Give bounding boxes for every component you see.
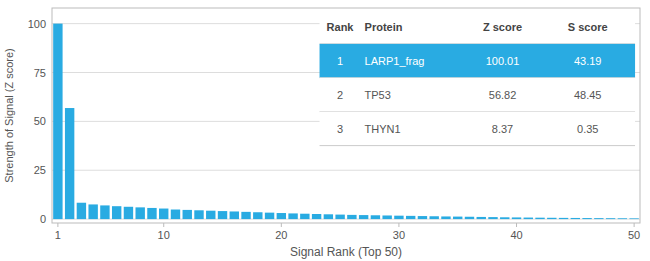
y-tick-label: 25 xyxy=(34,164,46,176)
x-tick-label: 30 xyxy=(393,229,405,241)
bar xyxy=(147,208,156,219)
table-cell: 3 xyxy=(337,123,343,135)
grid-line xyxy=(52,170,640,171)
table-cell: 100.01 xyxy=(486,55,520,67)
bar xyxy=(124,207,133,219)
bar xyxy=(406,216,415,219)
x-tick xyxy=(634,223,635,227)
bar xyxy=(488,217,497,219)
bar xyxy=(559,218,568,219)
bar xyxy=(159,209,168,220)
bar xyxy=(218,211,227,219)
bar xyxy=(524,218,533,220)
x-tick xyxy=(57,223,58,227)
x-tick-label: 1 xyxy=(55,229,61,241)
bar xyxy=(65,108,74,219)
y-tick-label: 0 xyxy=(40,213,46,225)
x-tick-label: 10 xyxy=(158,229,170,241)
x-tick-label: 20 xyxy=(275,229,287,241)
bar xyxy=(324,214,333,219)
bar xyxy=(606,218,615,220)
x-tick xyxy=(516,223,517,227)
bar xyxy=(535,218,544,219)
bar xyxy=(300,214,309,219)
table-row-bg xyxy=(320,78,636,112)
bar xyxy=(183,210,192,219)
table-cell: Rank xyxy=(327,21,355,33)
chart: 0 25 50 75 100 1 10 20 30 40 50 Signal Rank (Top 50… xyxy=(0,0,650,261)
bar xyxy=(100,205,109,219)
bar xyxy=(618,218,627,220)
table-cell: LARP1_frag xyxy=(365,55,425,67)
grid xyxy=(52,24,640,219)
table-cell: S score xyxy=(568,21,608,33)
bar xyxy=(88,204,97,219)
bars xyxy=(53,24,639,219)
table-cell: 8.37 xyxy=(492,123,513,135)
table-cell: Protein xyxy=(365,21,403,33)
table: Rank Protein Z score S score 1 LARP1_frag 100.… xyxy=(320,10,636,146)
bar xyxy=(547,218,556,219)
bar xyxy=(194,210,203,219)
bar xyxy=(629,218,638,220)
table-cell: 1 xyxy=(337,55,343,67)
bar xyxy=(347,215,356,219)
table-row-bg xyxy=(320,44,636,78)
bar xyxy=(359,215,368,219)
bar xyxy=(418,216,427,219)
bar xyxy=(594,218,603,220)
x-tick-label: 50 xyxy=(628,229,640,241)
table-cell: 2 xyxy=(337,89,343,101)
table-separator xyxy=(320,145,636,146)
table-cell: 56.82 xyxy=(489,89,517,101)
bar xyxy=(394,216,403,219)
y-tick-label: 50 xyxy=(34,115,46,127)
table-row-bg xyxy=(320,112,636,146)
y-axis-label: Strength of Signal (Z score) xyxy=(3,48,15,183)
table-row-bg xyxy=(320,10,636,44)
table-cell: TP53 xyxy=(365,89,391,101)
bar xyxy=(241,212,250,219)
y-tick-label: 100 xyxy=(28,18,46,30)
table-cell: Z score xyxy=(483,21,522,33)
bar xyxy=(582,218,591,219)
table-cell: THYN1 xyxy=(365,123,401,135)
bar xyxy=(135,207,144,219)
bar xyxy=(230,211,239,219)
bar xyxy=(571,218,580,219)
bar xyxy=(512,217,521,219)
bar xyxy=(335,215,344,219)
bar xyxy=(500,217,509,219)
bar xyxy=(477,217,486,219)
bar xyxy=(265,213,274,219)
x-axis-label: Signal Rank (Top 50) xyxy=(290,245,402,259)
bar xyxy=(77,203,86,219)
bar xyxy=(371,215,380,219)
bar xyxy=(53,24,62,219)
x-tick xyxy=(281,223,282,227)
bar xyxy=(465,217,474,219)
bar xyxy=(277,213,286,219)
bar xyxy=(171,210,180,220)
bar xyxy=(453,217,462,220)
table-cell: 0.35 xyxy=(577,123,598,135)
plot-frame xyxy=(52,8,640,223)
bar xyxy=(312,214,321,219)
x-tick-label: 40 xyxy=(510,229,522,241)
bar xyxy=(253,212,262,219)
bar xyxy=(206,211,215,219)
bar xyxy=(112,206,121,219)
bar xyxy=(382,215,391,219)
bar xyxy=(429,216,438,219)
y-tick-label: 75 xyxy=(34,67,46,79)
bar xyxy=(288,213,297,219)
x-tick xyxy=(163,223,164,227)
table-cell: 43.19 xyxy=(574,55,602,67)
x-tick xyxy=(398,223,399,227)
table-cell: 48.45 xyxy=(574,89,602,101)
bar xyxy=(441,216,450,219)
